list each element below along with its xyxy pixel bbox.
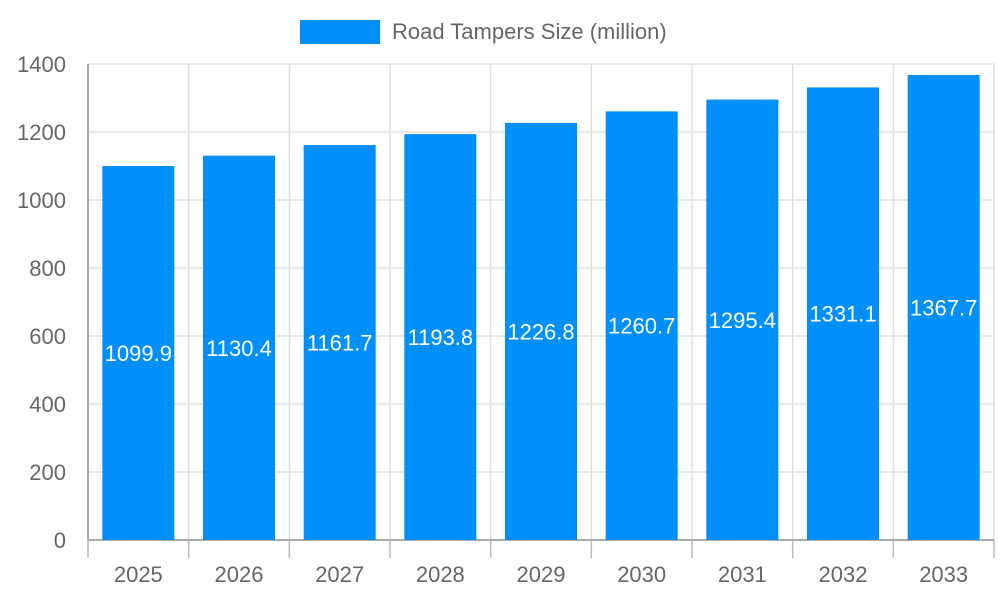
- x-tick-label: 2027: [315, 562, 364, 587]
- bar: [605, 111, 678, 540]
- y-tick-label: 400: [29, 392, 66, 417]
- data-label: 1226.8: [507, 319, 574, 344]
- data-label: 1130.4: [206, 336, 272, 361]
- data-label: 1260.7: [608, 314, 675, 339]
- x-tick-label: 2026: [215, 562, 264, 587]
- y-tick-label: 600: [29, 324, 66, 349]
- bar: [203, 155, 275, 540]
- x-tick-label: 2033: [919, 562, 968, 587]
- data-label: 1367.7: [910, 295, 977, 320]
- y-tick-label: 200: [29, 460, 66, 485]
- data-label: 1099.9: [105, 341, 172, 366]
- x-tick-label: 2029: [517, 562, 566, 587]
- y-tick-label: 0: [54, 528, 66, 553]
- bar: [102, 166, 175, 540]
- bar: [505, 122, 577, 540]
- bar: [706, 99, 779, 541]
- bar: [907, 74, 980, 541]
- y-tick-label: 1400: [17, 52, 66, 77]
- x-tick-label: 2028: [416, 562, 465, 587]
- legend-swatch: [300, 20, 380, 44]
- x-tick-label: 2031: [718, 562, 767, 587]
- data-label: 1331.1: [809, 302, 876, 327]
- bar: [807, 87, 879, 541]
- y-tick-label: 1000: [17, 188, 66, 213]
- legend[interactable]: Road Tampers Size (million): [300, 19, 667, 45]
- bar: [404, 134, 477, 540]
- bar: [303, 145, 376, 540]
- data-label: 1161.7: [307, 331, 373, 356]
- x-tick-label: 2030: [617, 562, 666, 587]
- data-label: 1193.8: [408, 325, 474, 350]
- x-tick-label: 2025: [114, 562, 163, 587]
- data-label: 1295.4: [709, 308, 776, 333]
- y-tick-label: 1200: [17, 120, 66, 145]
- legend-label: Road Tampers Size (million): [392, 19, 667, 44]
- y-tick-label: 800: [29, 256, 66, 281]
- x-tick-label: 2032: [819, 562, 868, 587]
